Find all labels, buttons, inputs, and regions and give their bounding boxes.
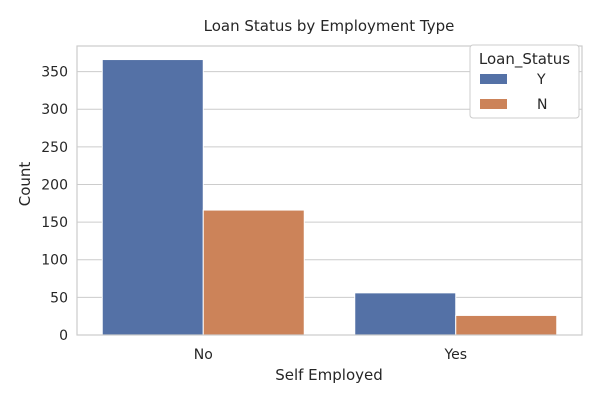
x-tick-label: No [194, 347, 213, 363]
y-tick-label: 300 [41, 102, 68, 118]
y-axis-title: Count [16, 162, 34, 207]
legend-swatch-y [480, 74, 507, 84]
y-tick-labels: 0 50 100 150 200 250 300 350 [41, 65, 68, 344]
chart-title: Loan Status by Employment Type [204, 17, 455, 35]
bar-yes-y [354, 292, 457, 336]
y-tick-label: 0 [59, 328, 68, 344]
legend-swatch-n [480, 99, 507, 109]
legend-label-n: N [537, 97, 547, 113]
y-tick-label: 50 [50, 290, 68, 306]
plot-frame [76, 45, 583, 336]
x-axis-title: Self Employed [275, 366, 383, 384]
bar-yes-n [455, 314, 558, 336]
y-tick-label: 350 [41, 65, 68, 81]
legend-label-y: Y [536, 72, 546, 88]
legend-title: Loan_Status [479, 50, 570, 69]
bar-no-y [101, 59, 204, 336]
bar-no-n [202, 209, 305, 336]
x-tick-labels: No Yes [194, 347, 467, 363]
bars [101, 59, 558, 336]
y-tick-label: 200 [41, 177, 68, 193]
legend: Loan_Status YN [469, 44, 580, 119]
y-tick-label: 150 [41, 215, 68, 231]
x-tick-label: Yes [443, 347, 467, 363]
y-tick-label: 100 [41, 253, 68, 269]
y-tick-label: 250 [41, 140, 68, 156]
